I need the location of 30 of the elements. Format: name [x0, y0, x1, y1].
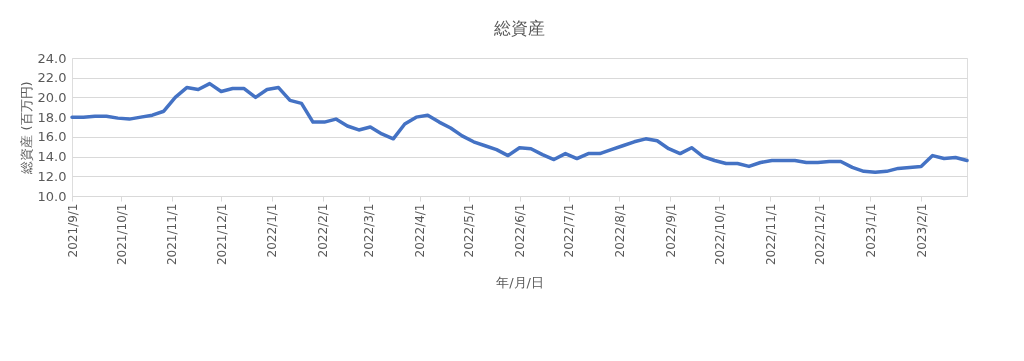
y-axis-title: 総資産 (百万円) — [18, 81, 34, 175]
x-tick-label: 2022/8/1 — [612, 203, 627, 258]
x-tick-label: 2021/12/1 — [214, 203, 229, 266]
line-series — [70, 81, 969, 175]
x-tick-label: 2022/10/1 — [712, 203, 727, 266]
y-tick-label: 24.0 — [37, 50, 67, 66]
x-tick-label: 2022/11/1 — [763, 203, 778, 266]
y-tick-label: 12.0 — [37, 168, 67, 184]
x-tick-label: 2022/6/1 — [513, 203, 527, 258]
y-tick-label: 14.0 — [37, 149, 67, 165]
chart-title: 総資産 — [493, 18, 545, 38]
x-tick-label: 2021/11/1 — [165, 203, 180, 266]
x-tick-label: 2022/9/1 — [663, 203, 678, 258]
y-tick-label: 10.0 — [37, 188, 67, 204]
x-tick-label: 2022/1/1 — [265, 203, 280, 258]
x-tick-label: 2022/4/1 — [413, 203, 428, 258]
x-tick-label: 2022/5/1 — [462, 203, 477, 258]
x-tick-label: 2023/1/1 — [863, 203, 878, 258]
x-tick-label: 2022/12/1 — [812, 203, 827, 266]
y-tick-label: 22.0 — [37, 70, 67, 86]
x-tick-label: 2022/7/1 — [562, 203, 577, 258]
x-tick-label: 2022/2/1 — [316, 203, 331, 258]
x-tick-label: 2022/3/1 — [362, 203, 377, 258]
x-tick-label: 2021/10/1 — [114, 203, 129, 266]
y-tick-label: 20.0 — [37, 89, 67, 105]
x-tick-label: 2023/2/1 — [914, 203, 929, 258]
x-axis-title: 年/月/日 — [496, 275, 544, 291]
y-tick-label: 16.0 — [37, 129, 67, 145]
y-tick-label: 18.0 — [37, 109, 67, 125]
x-tick-label: 2021/9/1 — [65, 203, 80, 258]
